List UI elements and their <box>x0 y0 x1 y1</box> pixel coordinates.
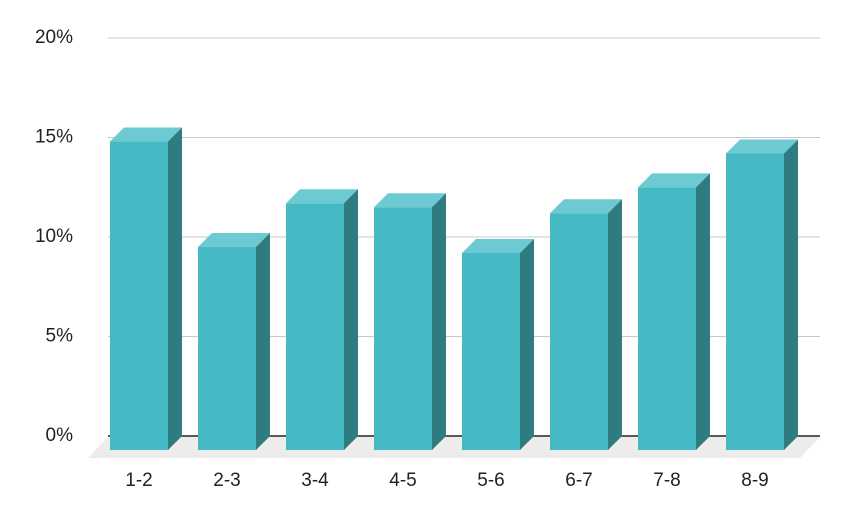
bar-top <box>374 193 446 208</box>
bar-side <box>608 199 622 450</box>
bar-side <box>696 173 710 450</box>
x-tick-label: 5-6 <box>477 470 504 491</box>
x-tick-label: 2-3 <box>213 470 240 491</box>
bar-top <box>726 139 798 154</box>
bar-side <box>432 193 446 450</box>
bar-front <box>198 247 256 450</box>
bar-front <box>726 153 784 451</box>
bar-front <box>638 187 696 450</box>
y-tick-label: 15% <box>35 127 73 148</box>
x-tick-label: 6-7 <box>565 470 592 491</box>
x-tick-label: 4-5 <box>389 470 416 491</box>
bar-top <box>638 173 710 188</box>
bar-side <box>784 139 798 451</box>
bar-top <box>198 233 270 248</box>
bar-front <box>110 141 168 451</box>
bar-top <box>110 127 182 142</box>
y-tick-label: 5% <box>46 326 74 347</box>
x-tick-label: 1-2 <box>125 470 152 491</box>
y-tick-label: 0% <box>46 425 74 446</box>
bar-side <box>520 238 534 450</box>
bar-front <box>462 252 520 450</box>
x-tick-label: 8-9 <box>741 470 768 491</box>
bar-top <box>550 199 622 214</box>
bar-side <box>168 127 182 451</box>
bar-front <box>286 203 344 450</box>
bar-front <box>550 213 608 450</box>
floor <box>88 437 820 458</box>
bar-side <box>256 233 270 450</box>
x-tick-label: 7-8 <box>653 470 680 491</box>
y-tick-label: 10% <box>35 226 73 247</box>
bar-top <box>286 189 358 204</box>
bar-side <box>344 189 358 451</box>
bar-top <box>462 238 534 253</box>
bar-front <box>374 207 432 450</box>
x-tick-label: 3-4 <box>301 470 329 491</box>
y-tick-label: 20% <box>35 27 73 48</box>
